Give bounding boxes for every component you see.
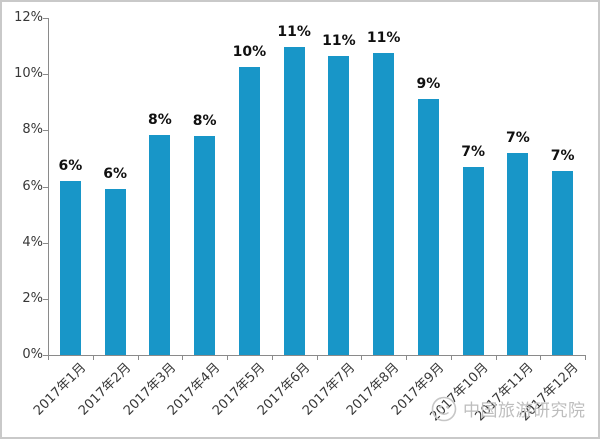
y-axis-tick-label: 6% — [22, 178, 43, 194]
x-axis-line — [48, 355, 586, 356]
bar-2017年9月 — [417, 99, 439, 355]
bar-value-label: 11% — [277, 24, 311, 40]
bar-value-label: 7% — [505, 130, 530, 146]
bar-2017年5月 — [238, 67, 260, 355]
bar-2017年1月 — [59, 181, 81, 355]
x-axis-tick — [227, 356, 228, 360]
y-axis-tick-label: 0% — [22, 347, 43, 362]
y-axis-tick-label: 4% — [22, 234, 43, 250]
x-axis-tick — [182, 356, 184, 360]
bar-value-label: 7% — [550, 148, 575, 164]
bar-value-label: 6% — [58, 158, 83, 174]
y-axis-tick — [43, 355, 48, 356]
bar-2017年8月 — [373, 53, 395, 355]
y-axis-tick-label: 8% — [22, 122, 43, 138]
bar-value-label: 10% — [232, 44, 267, 60]
bar-2017年4月 — [194, 136, 216, 355]
bar-2017年2月 — [104, 189, 126, 355]
x-axis-tick — [316, 356, 318, 360]
x-axis-tick — [406, 356, 407, 360]
y-axis-tick-label: 10% — [14, 66, 43, 82]
y-axis-tick — [43, 298, 48, 300]
bar-value-label: 6% — [103, 166, 128, 182]
y-axis-line — [48, 18, 49, 355]
x-axis-tick — [495, 356, 497, 360]
x-axis-tick — [585, 356, 586, 360]
y-axis-tick-label: 12% — [14, 10, 43, 25]
x-axis-tick — [450, 356, 452, 360]
bar-value-label: 11% — [322, 33, 356, 49]
x-axis-tick — [271, 356, 273, 360]
y-axis-tick — [43, 242, 48, 244]
bar-2017年7月 — [328, 56, 350, 355]
bar-2017年11月 — [507, 153, 529, 355]
bar-2017年6月 — [283, 47, 305, 355]
y-axis-tick — [43, 74, 48, 76]
x-axis-tick — [361, 356, 363, 360]
y-axis-tick-label: 2% — [22, 290, 43, 306]
bar-value-label: 7% — [461, 144, 486, 160]
bar-value-label: 8% — [192, 113, 217, 129]
bar-2017年10月 — [462, 167, 484, 355]
x-axis-tick — [92, 356, 94, 360]
bar-value-label: 9% — [416, 76, 441, 92]
bar-value-label: 11% — [366, 30, 401, 46]
bar-2017年3月 — [149, 135, 171, 355]
y-axis-tick — [43, 186, 48, 188]
x-axis-tick — [137, 356, 139, 360]
y-axis-tick — [43, 130, 48, 132]
x-axis-tick — [540, 356, 542, 360]
x-axis-tick — [48, 356, 49, 360]
bar-value-label: 8% — [147, 112, 172, 128]
y-axis-tick — [43, 18, 48, 19]
bar-2017年12月 — [552, 171, 574, 355]
